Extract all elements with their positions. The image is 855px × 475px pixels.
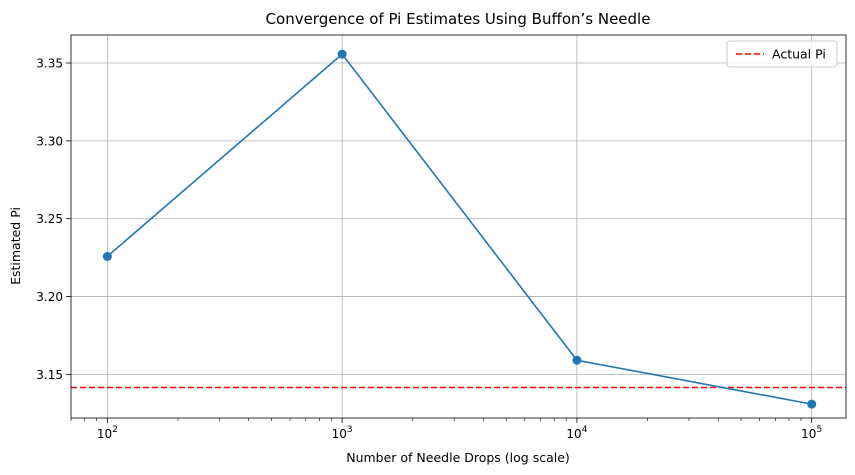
- x-axis-ticks: 102 103 104 105: [97, 418, 822, 441]
- legend: Actual Pi: [726, 40, 838, 68]
- y-tick-label: 3.15: [36, 368, 63, 382]
- y-tick-label: 3.30: [36, 134, 63, 148]
- data-point: [337, 49, 347, 59]
- data-point: [572, 355, 582, 365]
- y-tick-label: 3.25: [36, 212, 63, 226]
- data-point: [807, 399, 817, 409]
- x-tick-label: 105: [801, 425, 822, 441]
- data-point: [102, 251, 112, 261]
- x-minor-ticks: [70, 418, 802, 421]
- legend-label: Actual Pi: [772, 47, 826, 62]
- y-tick-label: 3.35: [36, 57, 63, 71]
- x-tick-label: 103: [332, 425, 353, 441]
- y-axis-ticks: 3.15 3.20 3.25 3.30 3.35: [36, 57, 71, 382]
- x-tick-label: 104: [566, 425, 587, 441]
- x-tick-label: 102: [97, 425, 118, 441]
- legend-box: [726, 40, 838, 68]
- y-tick-label: 3.20: [36, 290, 63, 304]
- plot-frame: [70, 34, 847, 419]
- grid: [71, 35, 846, 418]
- series-layer: [102, 49, 817, 409]
- y-axis-label: Estimated Pi: [8, 207, 23, 285]
- x-axis-label: Number of Needle Drops (log scale): [346, 450, 570, 465]
- chart-title: Convergence of Pi Estimates Using Buffon…: [266, 10, 651, 28]
- series-line: [106, 52, 812, 405]
